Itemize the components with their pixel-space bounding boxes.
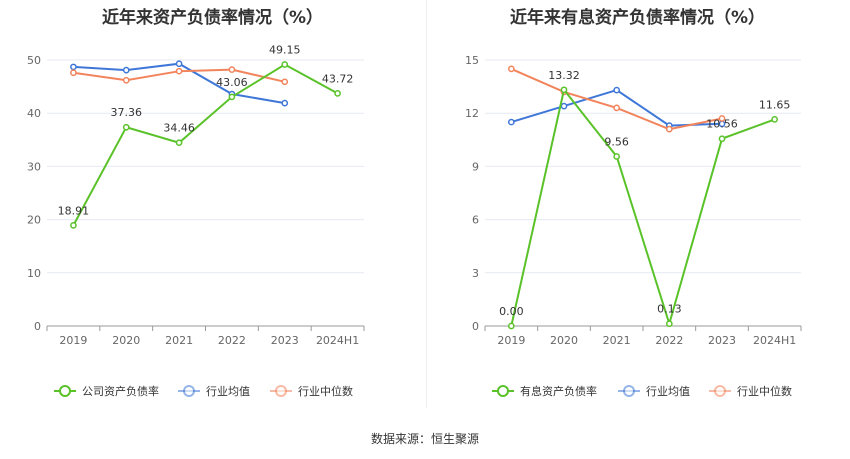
legend-swatch-marker — [183, 385, 195, 397]
data-point — [281, 78, 289, 86]
x-tick-label: 2020 — [112, 334, 140, 347]
data-label: 34.46 — [163, 122, 195, 135]
data-point — [122, 123, 130, 131]
data-point — [122, 76, 130, 84]
data-label: 49.15 — [269, 44, 301, 57]
data-point — [718, 115, 726, 122]
data-label: 0.00 — [499, 305, 524, 318]
data-point — [175, 67, 183, 75]
data-label: 0.13 — [657, 303, 682, 316]
legend-label: 有息资产负债率 — [520, 384, 597, 398]
data-point — [281, 99, 289, 107]
legend-label: 行业中位数 — [298, 384, 353, 398]
data-point — [613, 86, 621, 94]
series-line-0 — [72, 63, 339, 226]
legend-label: 行业均值 — [206, 385, 250, 398]
x-tick-label: 2024H1 — [753, 334, 796, 347]
x-tick-label: 2023 — [708, 334, 736, 347]
legend-swatch-marker — [623, 385, 635, 397]
data-point — [507, 65, 515, 73]
data-label: 11.65 — [759, 98, 791, 111]
data-point — [613, 104, 621, 112]
y-tick-label: 0 — [472, 320, 479, 333]
data-point — [560, 86, 568, 94]
data-label: 10.56 — [706, 118, 738, 131]
y-tick-label: 12 — [465, 107, 479, 120]
chart-title-left: 近年来资产负债率情况（%） — [101, 8, 324, 28]
data-point — [122, 66, 130, 74]
data-label: 43.72 — [322, 72, 354, 85]
y-tick-label: 50 — [27, 54, 41, 67]
y-tick-label: 3 — [472, 267, 479, 280]
data-point — [560, 102, 568, 110]
panel-divider — [426, 0, 427, 408]
legend-label: 行业中位数 — [737, 384, 792, 398]
x-tick-label: 2020 — [550, 334, 578, 347]
x-tick-label: 2021 — [165, 334, 193, 347]
data-point — [665, 125, 673, 133]
data-point — [70, 69, 77, 77]
y-tick-label: 10 — [27, 267, 41, 280]
legend-swatch-marker — [59, 385, 71, 397]
data-point — [665, 320, 673, 328]
data-source-note: 数据来源：恒生聚源 — [370, 432, 479, 446]
data-point — [70, 63, 77, 71]
legend-swatch-marker — [714, 385, 726, 397]
data-label: 37.36 — [111, 106, 143, 119]
data-label: 43.06 — [216, 76, 248, 89]
x-tick-label: 2019 — [497, 334, 525, 347]
data-point — [718, 135, 726, 143]
legend-swatch-marker — [497, 385, 509, 397]
data-point — [228, 66, 236, 73]
data-label: 9.56 — [604, 135, 629, 148]
data-point — [334, 90, 341, 97]
x-tick-label: 2019 — [59, 334, 87, 347]
x-tick-label: 2024H1 — [316, 334, 359, 347]
y-tick-label: 30 — [27, 160, 41, 173]
data-point — [507, 118, 515, 126]
y-tick-label: 15 — [465, 54, 479, 67]
data-point — [771, 116, 779, 123]
data-point — [228, 93, 236, 101]
data-point — [613, 153, 621, 160]
x-tick-label: 2022 — [655, 334, 683, 347]
x-tick-label: 2022 — [218, 334, 246, 347]
x-tick-label: 2023 — [271, 334, 299, 347]
y-tick-label: 9 — [472, 160, 479, 173]
y-tick-label: 40 — [27, 107, 41, 120]
y-tick-label: 6 — [472, 214, 479, 227]
data-label: 18.91 — [58, 204, 90, 217]
legend-label: 公司资产负债率 — [82, 384, 159, 398]
y-tick-label: 20 — [27, 214, 41, 227]
legend-swatch-marker — [275, 385, 287, 397]
legend-label: 行业均值 — [646, 385, 690, 398]
data-label: 13.32 — [548, 69, 580, 82]
chart-title-right: 近年来有息资产负债率情况（%） — [509, 8, 766, 28]
data-point — [507, 322, 515, 330]
x-tick-label: 2021 — [603, 334, 631, 347]
data-point — [70, 222, 77, 229]
data-point — [175, 139, 183, 147]
series-line-2 — [510, 67, 723, 131]
series-line-0 — [510, 87, 776, 328]
data-point — [281, 61, 289, 68]
data-point — [175, 60, 183, 68]
y-tick-label: 0 — [34, 320, 41, 333]
